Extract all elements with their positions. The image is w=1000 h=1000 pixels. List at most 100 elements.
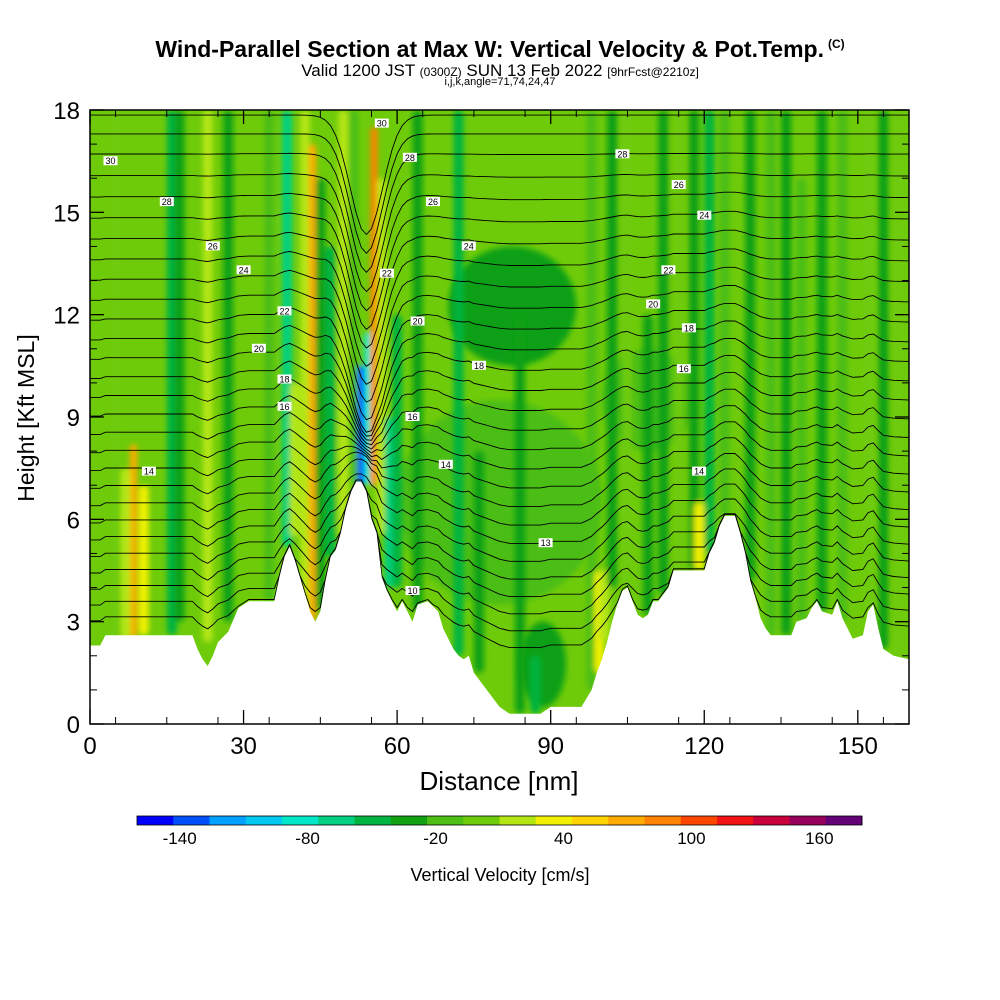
colorbar-tick-label: -20	[423, 829, 448, 848]
velocity-streak	[392, 314, 403, 588]
contour-label: 24	[236, 265, 251, 275]
colorbar-swatch	[644, 816, 682, 825]
y-tick-label: 15	[53, 200, 80, 227]
velocity-streak	[453, 110, 464, 656]
velocity-streak	[863, 110, 874, 612]
velocity-streak	[530, 655, 541, 714]
isentrope-line	[90, 473, 909, 544]
colorbar-swatch	[535, 816, 573, 825]
colorbar-tick-label: 160	[805, 829, 833, 848]
contour-label-box	[141, 466, 156, 476]
isentrope-line	[90, 266, 909, 385]
contour-label-text: 10	[407, 586, 417, 596]
x-tick-label: 120	[684, 733, 724, 760]
colorbar-swatch	[825, 816, 863, 825]
contour-label: 13	[538, 538, 553, 548]
contour-label-text: 26	[208, 241, 218, 251]
isentrope-line	[90, 479, 909, 598]
contour-label: 14	[438, 459, 453, 470]
isentrope-line	[90, 114, 909, 236]
contour-label-text: 30	[105, 156, 115, 166]
contour-labels: 30 28 26 24 22 20 18 16 14 30 28 26 24 22 20 18 16 14 13 10…	[103, 118, 712, 596]
contour-label: 20	[646, 299, 661, 309]
contour-label-box	[661, 265, 676, 275]
valid-date: SUN 13 Feb 2022	[466, 61, 603, 80]
contour-label-text: 16	[407, 412, 417, 422]
y-tick-label: 9	[67, 405, 80, 432]
velocity-streak	[622, 110, 633, 588]
contour-label-box	[374, 118, 389, 128]
contour-label-box	[405, 586, 420, 595]
title-text: Wind-Parallel Section at Max W: Vertical…	[155, 36, 824, 62]
contour-label: 22	[277, 306, 292, 316]
x-tick-label: 90	[537, 733, 564, 760]
contour-label-box	[697, 210, 712, 220]
contour-label-text: 18	[279, 375, 289, 385]
contour-label-text: 13	[541, 538, 551, 548]
forecast-info: [9hrFcst@2210z]	[607, 65, 699, 79]
colorbar-frame	[136, 815, 863, 826]
contour-label-text: 20	[254, 344, 264, 354]
contour-label-text: 22	[279, 306, 289, 316]
chart-subtitle: Valid 1200 JST (0300Z) SUN 13 Feb 2022 […	[0, 61, 1000, 81]
contour-label-text: 28	[617, 149, 627, 159]
velocity-streak	[174, 110, 185, 622]
contour-label-box	[646, 299, 661, 309]
colorbar-label: Vertical Velocity [cm/s]	[410, 865, 589, 885]
colorbar-swatch	[427, 816, 464, 825]
isentrope-line	[90, 372, 909, 446]
contour-label-box	[671, 180, 686, 189]
contour-label-box	[472, 360, 486, 370]
contour-label: 30	[103, 156, 118, 166]
contour-label-box	[251, 343, 266, 353]
contour-label-text: 20	[648, 299, 658, 309]
contour-label-text: 16	[279, 402, 289, 412]
velocity-streak	[704, 110, 715, 554]
x-tick-label: 60	[384, 733, 411, 760]
isentrope-line	[90, 285, 909, 403]
y-tick-label: 18	[53, 98, 80, 125]
isentrope-line	[90, 479, 909, 649]
velocity-streak	[384, 417, 395, 588]
x-axis-label: Distance [nm]	[420, 766, 579, 796]
velocity-streak	[586, 110, 597, 690]
velocity-streak	[309, 144, 317, 622]
contour-label-box	[461, 241, 476, 251]
terrain-mask	[90, 481, 909, 724]
contour-label-text: 18	[474, 361, 484, 371]
contour-label: 28	[159, 197, 174, 207]
contour-label-text: 26	[428, 197, 438, 207]
copyright-mark: (C)	[828, 37, 845, 52]
contour-label-box	[277, 306, 292, 316]
colorbar-tick-label: -140	[163, 829, 197, 848]
contour-label-text: 24	[699, 211, 709, 221]
x-tick-label: 150	[838, 733, 878, 760]
contour-label: 22	[661, 265, 676, 275]
contour-label-text: 24	[239, 265, 249, 275]
velocity-streak	[138, 485, 149, 636]
contour-label: 18	[277, 374, 292, 385]
velocity-streak	[796, 178, 807, 622]
contour-label-box	[205, 241, 220, 251]
contour-label: 26	[671, 180, 686, 190]
velocity-streak	[412, 110, 423, 612]
velocity-streak	[315, 178, 326, 612]
velocity-region	[448, 246, 577, 366]
contour-label-text: 14	[441, 460, 451, 470]
contour-label-box	[692, 466, 707, 476]
velocity-streak	[202, 110, 213, 643]
velocity-streak	[745, 110, 756, 581]
contour-label: 18	[472, 360, 486, 371]
contour-label-box	[402, 152, 417, 162]
colorbar-tick-label: 100	[677, 829, 705, 848]
contour-label-box	[405, 412, 420, 421]
isentrope-line	[90, 191, 909, 312]
isentrope-line	[90, 338, 909, 437]
isentrope-line	[90, 302, 909, 421]
isentrope-line	[90, 479, 909, 580]
velocity-streak	[765, 110, 776, 636]
contour-label-text: 22	[663, 265, 673, 275]
isentrope-line	[90, 248, 909, 367]
velocity-streak	[223, 110, 234, 622]
isentrope-line	[90, 479, 909, 562]
